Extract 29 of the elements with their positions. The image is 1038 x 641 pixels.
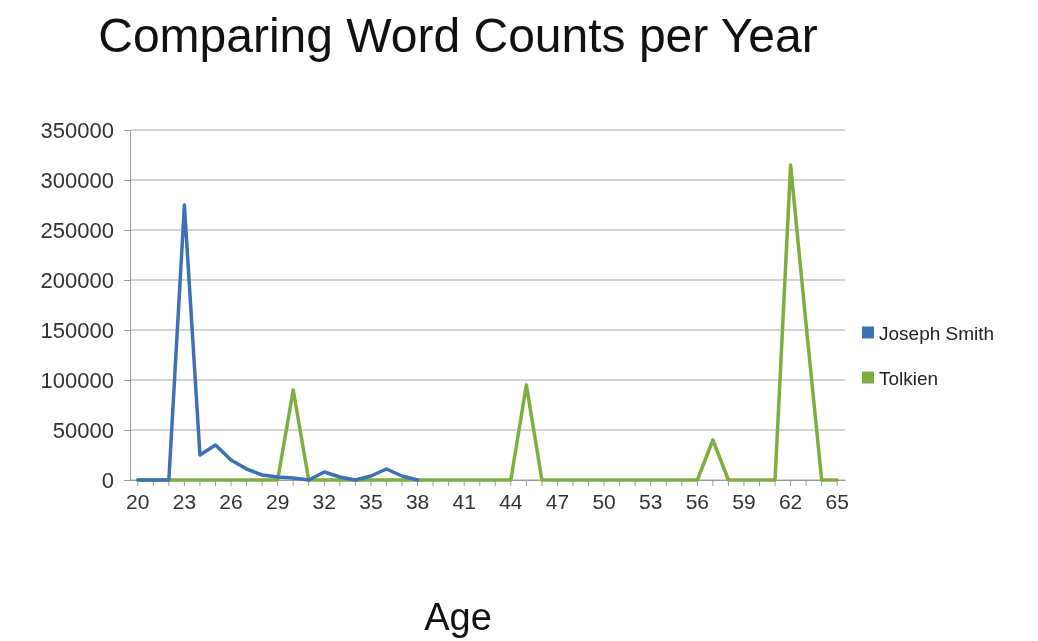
x-tick-label: 62: [778, 489, 803, 513]
x-tick-label: 32: [312, 489, 336, 513]
x-tick-label: 44: [499, 489, 523, 513]
y-tick-label: 350000: [40, 117, 114, 143]
y-tick-label: 150000: [40, 317, 114, 343]
x-tick-label: 59: [732, 489, 756, 513]
x-tick-label: 23: [172, 489, 197, 513]
legend-label: Joseph Smith: [879, 322, 995, 344]
x-tick-label: 65: [825, 489, 849, 513]
x-tick-label: 35: [359, 489, 383, 513]
x-tick-label: 50: [592, 489, 616, 513]
x-tick-label: 53: [639, 489, 663, 513]
y-tick-label: 200000: [40, 267, 114, 293]
x-tick-label: 41: [452, 489, 476, 513]
y-tick-label: 100000: [40, 367, 114, 393]
x-tick-label: 26: [219, 489, 243, 513]
legend-label: Tolkien: [879, 367, 939, 389]
x-axis-title: Age: [424, 596, 492, 638]
x-tick-label: 20: [126, 489, 150, 513]
y-tick-label: 300000: [40, 167, 114, 193]
x-tick-label: 38: [405, 489, 430, 513]
line-series: [136, 203, 420, 482]
y-tick-label: 50000: [52, 417, 114, 443]
chart-title: Comparing Word Counts per Year: [98, 9, 818, 62]
y-tick-label: 0: [101, 467, 114, 493]
x-tick-label: 47: [545, 489, 570, 513]
y-tick-label: 250000: [40, 217, 114, 243]
x-tick-label: 29: [265, 489, 290, 513]
x-tick-label: 56: [685, 489, 710, 513]
